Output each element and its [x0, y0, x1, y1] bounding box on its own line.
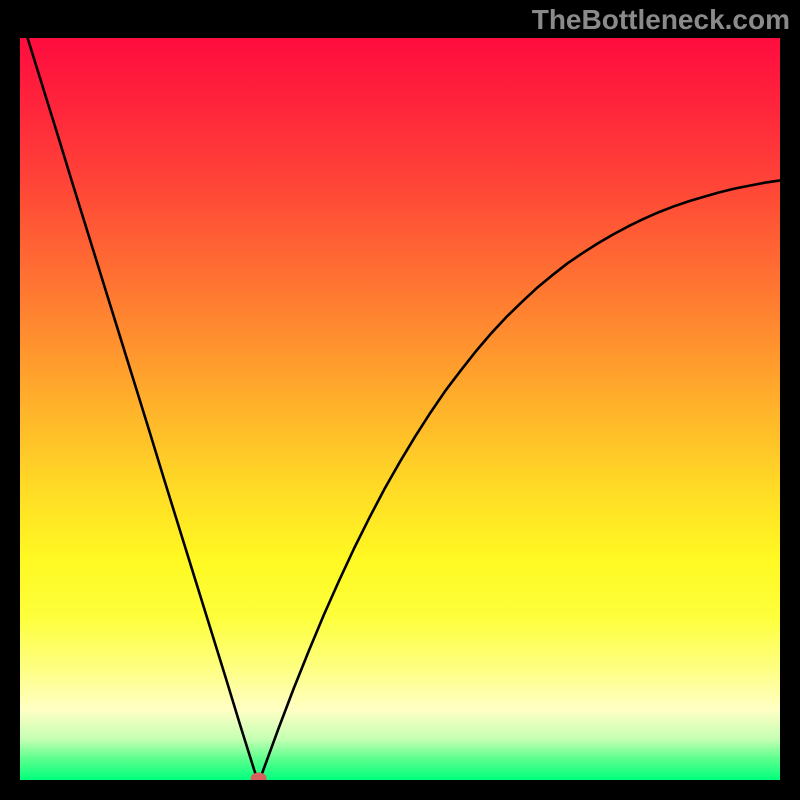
chart-frame: TheBottleneck.com — [0, 0, 800, 800]
plot-svg — [20, 38, 780, 780]
watermark-text: TheBottleneck.com — [532, 4, 790, 36]
plot-area — [20, 38, 780, 780]
gradient-background — [20, 38, 780, 780]
